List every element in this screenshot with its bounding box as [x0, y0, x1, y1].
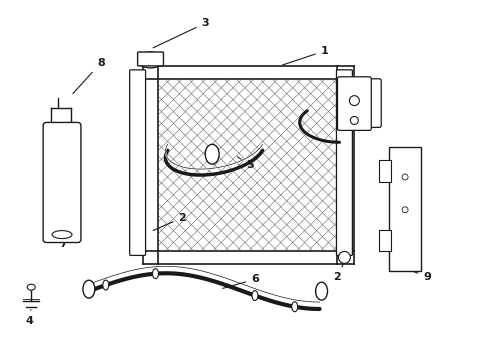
FancyBboxPatch shape	[337, 70, 352, 255]
FancyBboxPatch shape	[389, 147, 421, 271]
Ellipse shape	[140, 58, 162, 68]
Text: 3: 3	[153, 18, 209, 48]
Text: 9: 9	[407, 269, 431, 282]
Ellipse shape	[345, 100, 363, 112]
Text: 8: 8	[73, 58, 105, 94]
FancyBboxPatch shape	[349, 79, 381, 127]
FancyBboxPatch shape	[43, 122, 81, 243]
Text: 5: 5	[237, 157, 254, 170]
Ellipse shape	[252, 291, 258, 301]
Text: 2: 2	[334, 264, 343, 282]
Ellipse shape	[205, 144, 219, 164]
Ellipse shape	[52, 231, 72, 239]
FancyBboxPatch shape	[138, 52, 164, 66]
FancyBboxPatch shape	[379, 230, 391, 251]
Ellipse shape	[27, 284, 35, 290]
Ellipse shape	[292, 302, 298, 312]
Ellipse shape	[103, 280, 109, 290]
Ellipse shape	[316, 282, 327, 300]
Text: 7: 7	[59, 239, 67, 249]
Ellipse shape	[339, 251, 350, 264]
Text: 4: 4	[25, 310, 33, 326]
FancyBboxPatch shape	[338, 77, 371, 130]
Ellipse shape	[142, 52, 159, 60]
Ellipse shape	[152, 269, 158, 279]
FancyBboxPatch shape	[130, 70, 146, 255]
Ellipse shape	[83, 280, 95, 298]
Text: 1: 1	[282, 46, 328, 65]
Ellipse shape	[350, 117, 358, 125]
FancyBboxPatch shape	[379, 160, 391, 182]
Text: 2: 2	[153, 213, 186, 230]
Ellipse shape	[402, 207, 408, 213]
Text: 6: 6	[223, 274, 259, 288]
Ellipse shape	[349, 96, 359, 105]
Ellipse shape	[402, 174, 408, 180]
